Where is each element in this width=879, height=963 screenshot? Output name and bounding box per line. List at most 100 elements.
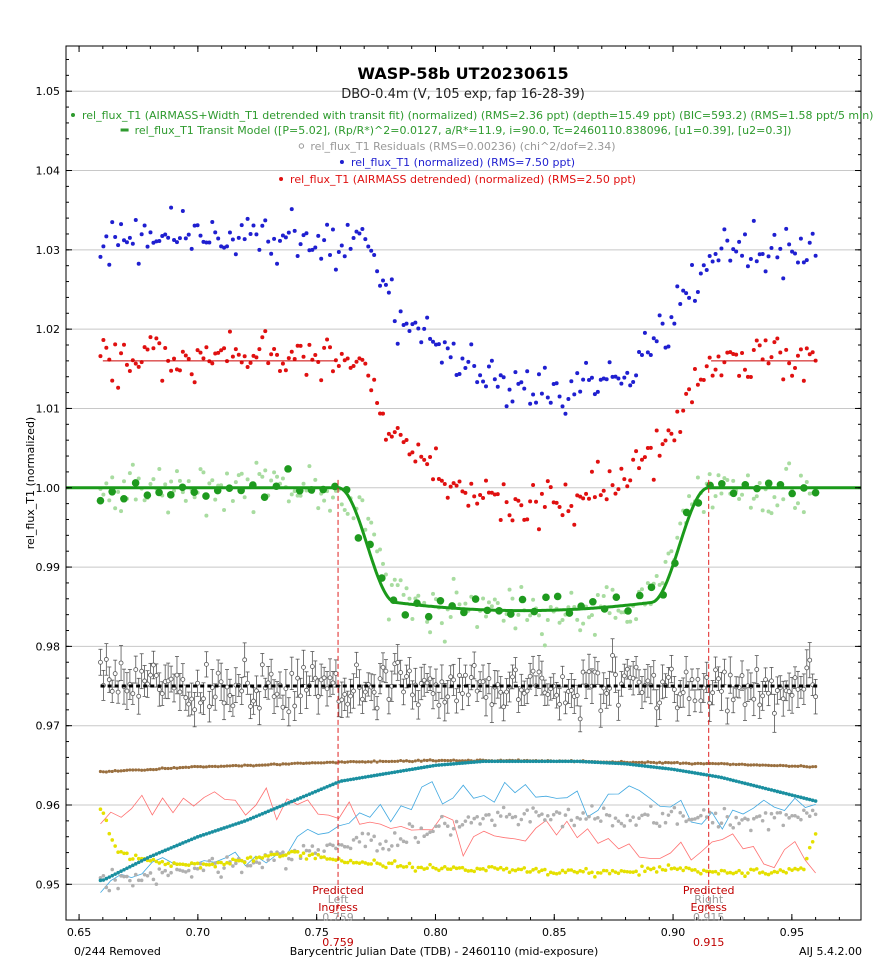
aux-point bbox=[445, 762, 450, 767]
aux-point bbox=[422, 765, 426, 770]
aux-point bbox=[413, 766, 418, 771]
aux-point bbox=[616, 761, 621, 766]
aux-point bbox=[722, 762, 726, 766]
blue-point bbox=[804, 258, 809, 263]
aux-point bbox=[728, 777, 733, 782]
red-point bbox=[342, 358, 347, 363]
residual-point bbox=[692, 698, 698, 704]
residual-point bbox=[183, 695, 189, 701]
aux-point bbox=[495, 867, 500, 871]
green-point bbox=[263, 468, 268, 473]
aux-point bbox=[578, 869, 582, 873]
red-point bbox=[678, 429, 683, 434]
blue-point bbox=[710, 259, 715, 264]
aux-point bbox=[107, 769, 111, 773]
aux-point bbox=[569, 868, 574, 872]
residual-point bbox=[671, 687, 677, 692]
aux-point bbox=[601, 760, 606, 765]
aux-point bbox=[766, 787, 771, 792]
residual-point bbox=[153, 673, 159, 678]
aux-point bbox=[575, 759, 580, 764]
x-tick-label: 0.85 bbox=[542, 926, 567, 939]
red-point bbox=[439, 478, 444, 483]
aux-point bbox=[245, 856, 250, 860]
green-point bbox=[157, 467, 162, 472]
red-point bbox=[592, 495, 597, 500]
aux-point bbox=[740, 871, 744, 875]
red-point bbox=[807, 352, 812, 357]
aux-point bbox=[457, 866, 462, 870]
aux-point bbox=[240, 764, 244, 768]
aux-point bbox=[654, 821, 659, 826]
blue-point bbox=[257, 247, 262, 252]
aux-point bbox=[204, 765, 209, 769]
aux-point bbox=[154, 767, 158, 772]
blue-point bbox=[728, 258, 733, 263]
x-tick-label: 0.65 bbox=[67, 926, 92, 939]
blue-point bbox=[230, 237, 235, 242]
aux-point bbox=[228, 824, 232, 828]
aux-point bbox=[678, 768, 683, 773]
aux-point bbox=[166, 766, 170, 771]
aux-point bbox=[410, 865, 415, 870]
aux-point bbox=[784, 791, 788, 796]
aux-point bbox=[119, 849, 123, 854]
aux-point bbox=[601, 806, 606, 811]
aux-point bbox=[201, 833, 206, 837]
aux-point bbox=[725, 762, 729, 766]
green-point bbox=[245, 477, 250, 482]
red-point bbox=[383, 437, 388, 442]
aux-point bbox=[713, 869, 718, 874]
blue-point bbox=[642, 330, 647, 335]
green-binned-point bbox=[378, 574, 386, 582]
aux-point bbox=[754, 867, 759, 871]
aux-point bbox=[437, 868, 441, 873]
aux-point bbox=[266, 809, 271, 814]
aux-point bbox=[160, 766, 164, 770]
residual-point bbox=[201, 696, 206, 702]
residual-point bbox=[739, 673, 745, 678]
aux-point bbox=[425, 764, 429, 769]
residual-point bbox=[298, 693, 303, 699]
aux-point bbox=[531, 759, 535, 764]
green-point bbox=[548, 605, 553, 610]
aux-point bbox=[125, 866, 129, 871]
aux-point bbox=[528, 870, 532, 874]
blue-point bbox=[410, 322, 415, 327]
aux-point bbox=[778, 790, 783, 794]
aux-point bbox=[392, 770, 397, 774]
red-point bbox=[469, 481, 474, 486]
aux-point bbox=[660, 867, 665, 872]
aux-point bbox=[472, 816, 477, 821]
blue-point bbox=[192, 223, 197, 228]
aux-point bbox=[725, 871, 730, 875]
aux-point bbox=[242, 860, 247, 865]
red-point bbox=[522, 517, 527, 522]
green-point bbox=[525, 617, 530, 622]
blue-point bbox=[531, 392, 536, 397]
aux-point bbox=[334, 858, 338, 862]
aux-point bbox=[345, 860, 350, 865]
aux-point bbox=[516, 867, 521, 872]
red-point bbox=[157, 341, 162, 346]
blue-point bbox=[542, 365, 547, 370]
aux-point bbox=[775, 764, 779, 768]
aux-point bbox=[678, 810, 683, 815]
blue-point bbox=[672, 321, 677, 326]
residual-point bbox=[489, 702, 495, 707]
blue-point bbox=[581, 377, 586, 382]
aux-point bbox=[451, 826, 456, 831]
blue-point bbox=[481, 379, 486, 384]
aux-point bbox=[752, 783, 756, 788]
aux-point bbox=[231, 764, 235, 768]
residual-point bbox=[248, 704, 253, 709]
green-point bbox=[180, 490, 185, 495]
aux-point bbox=[498, 759, 503, 764]
aux-point bbox=[643, 869, 647, 874]
green-point bbox=[207, 481, 212, 486]
green-point bbox=[339, 502, 344, 507]
aux-point bbox=[669, 866, 674, 871]
aux-point bbox=[142, 857, 147, 862]
aux-point bbox=[404, 864, 409, 869]
aux-point bbox=[166, 873, 170, 878]
